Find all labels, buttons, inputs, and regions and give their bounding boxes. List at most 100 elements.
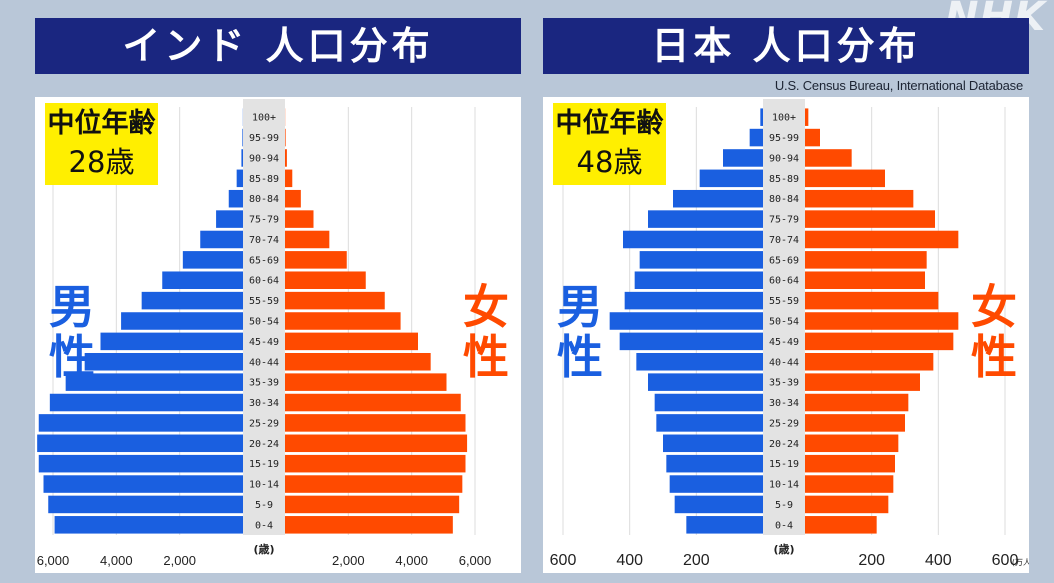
- japan-female-label: 女性: [971, 280, 1017, 384]
- japan-male-label: 男性: [557, 280, 603, 384]
- japan-female-bar: [805, 434, 899, 453]
- india-male-label: 男性: [49, 280, 95, 384]
- india-female-bar: [285, 454, 466, 473]
- japan-female-bar: [805, 495, 889, 514]
- japan-female-bar: [805, 414, 905, 432]
- japan-median-value: 48歳: [576, 145, 643, 179]
- japan-age-label: 10-14: [769, 480, 799, 491]
- japan-age-label: 80-84: [769, 194, 799, 205]
- japan-plot-area: 0-4 5-9 10-14 15-19 20-24 25-29 30-34 35-39 40-4…: [543, 97, 1029, 573]
- japan-male-bar: [674, 495, 763, 514]
- india-age-label: 80-84: [249, 194, 279, 205]
- india-male-bar: [236, 169, 243, 188]
- india-female-bar: [285, 230, 330, 249]
- india-x-tick-label: 2,000: [163, 553, 196, 568]
- india-age-label: 65-69: [249, 255, 279, 266]
- japan-female-bar: [805, 291, 939, 310]
- india-age-label: 85-89: [249, 174, 279, 185]
- india-male-bar: [43, 475, 243, 493]
- japan-panel: 日本 人口分布 U.S. Census Bureau, Internationa…: [543, 18, 1029, 573]
- japan-male-bar: [673, 189, 763, 208]
- japan-male-bar: [623, 230, 763, 249]
- india-male-bar: [65, 373, 244, 391]
- japan-female-bar: [805, 149, 852, 167]
- japan-female-bar: [805, 230, 959, 249]
- india-age-unit: (歳): [253, 542, 274, 556]
- india-x-tick-label: 2,000: [332, 553, 365, 568]
- japan-age-label: 95-99: [769, 133, 799, 144]
- india-x-tick-label: 6,000: [37, 553, 70, 568]
- india-age-label: 100+: [252, 113, 276, 124]
- india-female-bar: [285, 291, 385, 310]
- japan-female-bar: [805, 393, 909, 412]
- india-female-bar: [285, 271, 366, 290]
- india-female-bar: [285, 434, 468, 453]
- japan-male-bar: [624, 291, 763, 310]
- india-female-bar: [285, 251, 347, 269]
- japan-age-column: [763, 99, 805, 535]
- india-female-label: 女性: [463, 280, 509, 384]
- japan-age-label: 85-89: [769, 174, 799, 185]
- japan-male-bar: [619, 332, 763, 351]
- japan-x-tick-label: 600: [992, 552, 1019, 569]
- japan-age-unit: (歳): [773, 542, 794, 556]
- india-female-bar: [285, 149, 287, 167]
- india-female-bar: [285, 495, 460, 514]
- japan-age-label: 5-9: [775, 500, 793, 511]
- japan-age-label: 35-39: [769, 378, 799, 389]
- japan-age-label: 45-49: [769, 337, 799, 348]
- india-age-label: 70-74: [249, 235, 279, 246]
- india-male-bar: [162, 271, 243, 290]
- india-pyramid-chart: 0-4 5-9 10-14 15-19 20-24 25-29 30-34 35-39 40-4…: [37, 99, 492, 568]
- japan-x-tick-label: 600: [550, 552, 577, 569]
- japan-male-bar: [654, 393, 763, 412]
- japan-male-bar: [749, 128, 763, 147]
- japan-median-age-box: 中位年齢 48歳: [553, 103, 666, 185]
- india-x-tick-label: 6,000: [459, 553, 492, 568]
- india-median-value: 28歳: [68, 145, 135, 179]
- japan-male-bar: [639, 251, 763, 269]
- india-male-bar: [54, 516, 243, 534]
- india-age-label: 30-34: [249, 398, 279, 409]
- india-median-age-box: 中位年齢 28歳: [45, 103, 158, 185]
- india-female-bar: [285, 189, 301, 208]
- india-age-label: 90-94: [249, 153, 279, 164]
- india-male-bar: [37, 434, 243, 453]
- japan-pyramid-chart: 0-4 5-9 10-14 15-19 20-24 25-29 30-34 35-39 40-4…: [550, 99, 1029, 569]
- japan-male-bar: [636, 352, 763, 371]
- india-age-label: 95-99: [249, 133, 279, 144]
- india-female-bar: [285, 352, 431, 371]
- japan-male-bar: [648, 373, 763, 391]
- india-male-bar: [241, 149, 243, 167]
- japan-male-bar: [609, 312, 763, 330]
- india-female-bar: [285, 393, 461, 412]
- india-age-label: 60-64: [249, 276, 279, 287]
- japan-age-label: 90-94: [769, 153, 799, 164]
- japan-male-bar: [656, 414, 763, 432]
- japan-unit-label: (万人): [1012, 558, 1029, 567]
- india-female-bar: [285, 210, 314, 228]
- india-female-bar: [285, 312, 401, 330]
- india-male-bar: [182, 251, 243, 269]
- japan-female-bar: [805, 454, 895, 473]
- japan-age-label: 50-54: [769, 317, 799, 328]
- india-panel: インド 人口分布 0-4 5-9 10-14 15-19 20-24 25-29 30-34…: [35, 18, 521, 573]
- india-female-bar: [285, 332, 418, 351]
- japan-male-bar: [760, 108, 763, 126]
- india-age-label: 55-59: [249, 296, 279, 307]
- japan-female-bar: [805, 373, 920, 391]
- india-female-bar: [285, 169, 293, 188]
- india-female-bar: [285, 516, 453, 534]
- india-age-label: 5-9: [255, 500, 273, 511]
- japan-age-label: 60-64: [769, 276, 799, 287]
- japan-age-label: 55-59: [769, 296, 799, 307]
- india-title: インド 人口分布: [35, 18, 521, 74]
- india-age-label: 50-54: [249, 317, 279, 328]
- japan-female-bar: [805, 108, 809, 126]
- india-male-bar: [38, 454, 243, 473]
- japan-age-label: 25-29: [769, 418, 799, 429]
- japan-male-bar: [669, 475, 763, 493]
- japan-female-bar: [805, 128, 820, 147]
- india-male-bar: [48, 495, 243, 514]
- japan-age-label: 0-4: [775, 520, 793, 531]
